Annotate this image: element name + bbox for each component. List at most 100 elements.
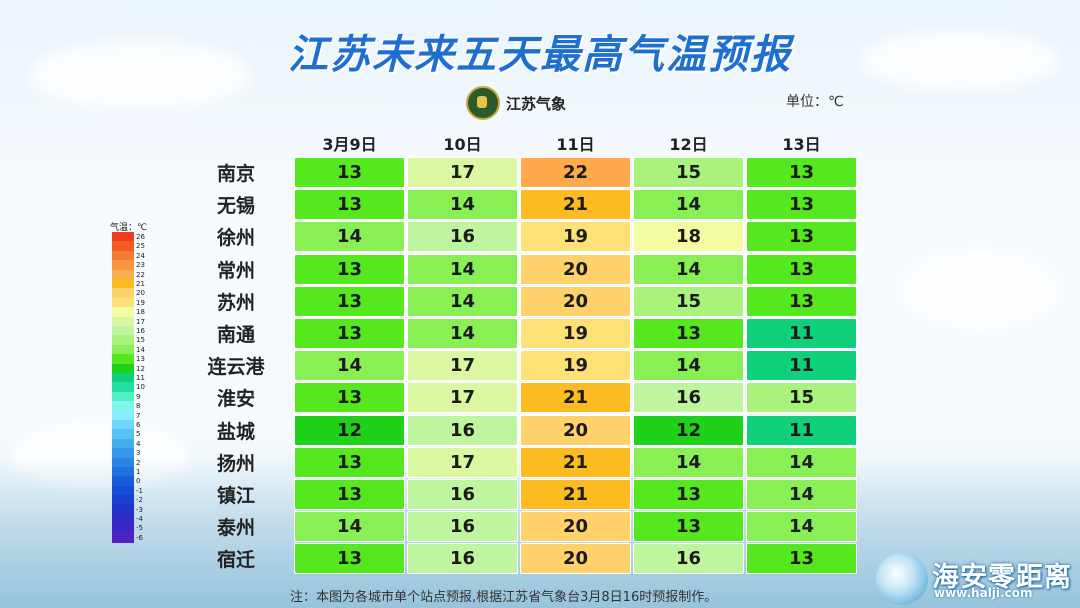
legend-swatch (112, 250, 134, 261)
temperature-cell: 20 (520, 543, 631, 575)
temperature-cell: 18 (633, 221, 744, 253)
city-label: 常州 (216, 259, 255, 282)
temperature-cell: 13 (294, 479, 405, 510)
legend-label: 26 (136, 233, 145, 241)
temperature-cell: 14 (633, 253, 744, 285)
legend-swatch (112, 438, 134, 449)
column-header: 3月9日 (322, 135, 377, 154)
temperature-cell: 14 (633, 189, 744, 221)
temperature-cell: 13 (294, 446, 405, 478)
legend-swatch (112, 420, 134, 430)
temperature-cell: 16 (407, 414, 518, 446)
temperature-cell: 14 (294, 221, 405, 253)
column-header: 13日 (782, 135, 821, 154)
temperature-cell: 14 (746, 511, 857, 543)
legend-label: 5 (136, 430, 141, 439)
legend-label: 13 (136, 355, 145, 364)
meteorology-logo-icon (466, 86, 500, 120)
temperature-cell: 14 (407, 285, 518, 317)
temperature-cell: 11 (746, 350, 857, 382)
temperature-cell: 20 (520, 414, 631, 446)
temperature-cell: 14 (294, 350, 405, 382)
temperature-cell: 13 (746, 189, 857, 221)
city-label: 苏州 (216, 291, 255, 314)
legend-swatch (112, 467, 134, 477)
legend-swatch (112, 335, 134, 346)
legend-label: 9 (136, 392, 141, 401)
legend-swatch (112, 316, 134, 327)
city-label: 南通 (216, 324, 255, 346)
temperature-cell: 13 (294, 285, 405, 317)
legend-swatch (112, 241, 134, 252)
temperature-cell: 13 (746, 221, 857, 253)
legend-swatch (112, 260, 134, 271)
temperature-cell: 17 (407, 157, 518, 188)
legend-swatch (112, 391, 134, 402)
legend-swatch (112, 344, 134, 355)
background-cloud (900, 250, 1060, 330)
temperature-cell: 20 (520, 285, 631, 317)
legend-label: 12 (136, 364, 145, 373)
city-label: 无锡 (216, 195, 255, 218)
temperature-cell: 16 (407, 511, 518, 543)
temperature-cell: 13 (633, 318, 744, 349)
temperature-cell: 20 (520, 253, 631, 285)
temperature-cell: 14 (746, 479, 857, 510)
background-cloud (30, 40, 250, 110)
temperature-cell: 19 (520, 350, 631, 382)
legend-label: -3 (136, 505, 143, 514)
city-label: 南京 (216, 163, 255, 185)
legend-label: 6 (136, 421, 141, 429)
temperature-cell: 14 (407, 253, 518, 285)
city-label: 连云港 (207, 356, 265, 379)
footnote: 注：本图为各城市单个站点预报,根据江苏省气象台3月8日16时预报制作。 (290, 590, 718, 605)
legend-swatch (112, 457, 134, 468)
temperature-cell: 13 (294, 318, 405, 349)
temperature-cell: 21 (520, 446, 631, 478)
column-header: 11日 (556, 135, 595, 154)
legend-label: 20 (136, 289, 145, 298)
temperature-cell: 12 (294, 414, 405, 446)
temperature-cell: 14 (633, 350, 744, 382)
legend-label: 1 (136, 468, 141, 476)
legend-label: -4 (136, 515, 143, 523)
temperature-cell: 21 (520, 382, 631, 414)
temperature-cell: 13 (633, 511, 744, 543)
legend-label: 14 (136, 345, 145, 354)
legend-swatch (112, 514, 134, 524)
legend-label: 10 (136, 383, 145, 392)
temperature-cell: 22 (520, 157, 631, 188)
legend-swatch (112, 410, 134, 421)
city-label: 镇江 (216, 485, 255, 507)
legend-swatch (112, 476, 134, 487)
temperature-cell: 14 (407, 318, 518, 349)
temperature-cell: 11 (746, 318, 857, 349)
legend-label: 22 (136, 270, 145, 279)
city-label: 淮安 (216, 388, 255, 411)
temperature-cell: 15 (746, 382, 857, 414)
legend-swatch (112, 495, 134, 506)
legend-label: 2 (136, 458, 141, 467)
legend-label: 16 (136, 327, 145, 335)
legend-label: 19 (136, 298, 145, 307)
city-label: 盐城 (216, 420, 255, 443)
temperature-cell: 12 (633, 414, 744, 446)
legend-label: 8 (136, 402, 141, 411)
legend-swatch (112, 269, 134, 280)
temperature-cell: 16 (407, 479, 518, 510)
legend-swatch (112, 326, 134, 336)
temperature-cell: 13 (746, 157, 857, 188)
legend-label: 11 (136, 374, 145, 382)
temperature-cell: 19 (520, 221, 631, 253)
watermark-name: 海安零距离 (932, 562, 1072, 593)
legend-label: 7 (136, 411, 141, 420)
legend-label: 17 (136, 317, 145, 326)
legend-swatch (112, 523, 134, 534)
legend-swatch (112, 532, 134, 543)
temperature-cell: 17 (407, 446, 518, 478)
brand: 江苏气象 (466, 86, 566, 120)
legend-swatch (112, 504, 134, 515)
legend-swatch (112, 288, 134, 299)
legend-label: 15 (136, 336, 145, 345)
watermark-url: www.halji.com (934, 586, 1033, 600)
